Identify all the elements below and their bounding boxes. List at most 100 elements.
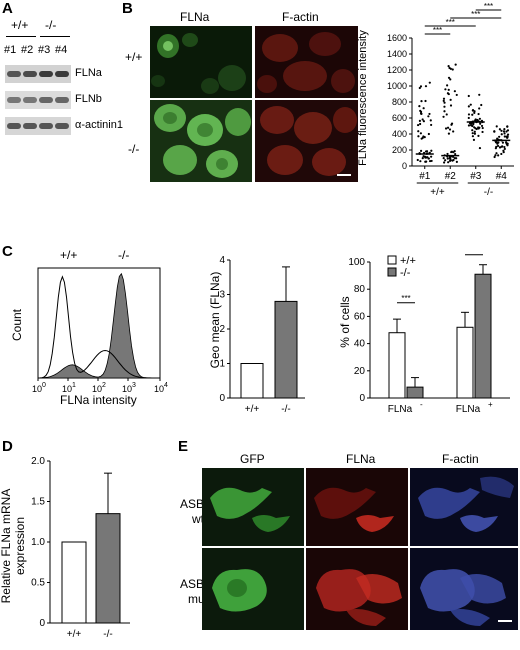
percent-ytick-label: 20 [354, 366, 366, 377]
blot-actinin [5, 117, 71, 135]
hist-xtick-label: 10 [32, 384, 42, 394]
e-row-label-wt-2: wt [192, 512, 204, 526]
scatter-ytick-label: 1200 [387, 65, 407, 75]
scatter-ytick-label: 1400 [387, 49, 407, 59]
scatter-point [422, 135, 425, 138]
scatter-point [477, 127, 480, 130]
hist-xtick-label: 10 [154, 384, 164, 394]
percent-ylabel: % of cells [338, 296, 352, 348]
percent-significance-label: *** [469, 250, 478, 255]
scatter-point [447, 76, 451, 79]
scatter-point [424, 99, 427, 103]
scatter-point [449, 104, 453, 107]
scatter-ytick-label: 400 [392, 129, 407, 139]
scatter-ytick-label: 1000 [387, 81, 407, 91]
scatter-point [503, 145, 506, 149]
scatter-point [474, 127, 477, 130]
mrna-bar-chart: 0 0.5 1.0 1.5 2.0 +/+ -/- [31, 456, 130, 640]
scatter-point [428, 112, 431, 116]
blot-flnb [5, 91, 71, 109]
panel-a-letter: A [2, 0, 13, 17]
scatter-ylabel: FLNa fluorescence intensity [357, 30, 369, 166]
scatter-point [473, 130, 476, 133]
geomean-category-label: -/- [281, 404, 290, 415]
scatter-point [442, 99, 445, 102]
mrna-bar [95, 513, 121, 624]
scatter-point [506, 125, 509, 128]
scatter-point [474, 118, 477, 122]
e-col-label-gfp: GFP [240, 452, 265, 466]
scatter-point [501, 141, 505, 144]
percent-legend-label: -/- [400, 267, 411, 279]
micrograph-factin-ko [255, 100, 358, 182]
scatter-point [503, 132, 506, 135]
scatter-point [476, 118, 479, 122]
percent-bar [388, 332, 406, 399]
percent-ytick-label: 40 [354, 339, 366, 350]
scatter-point [419, 85, 423, 88]
scatter-category-label: #3 [470, 171, 482, 182]
scatter-point [427, 132, 430, 136]
scatter-point [453, 149, 456, 153]
geomean-bar [240, 363, 264, 399]
scatter-point [442, 115, 445, 118]
scatter-significance-label: *** [433, 26, 442, 35]
scatter-point [420, 112, 423, 115]
scatter-point [467, 94, 470, 98]
scatter-point [444, 88, 447, 91]
scatter-point [471, 109, 474, 112]
hist-xtick-exponent: 1 [72, 382, 76, 389]
scatter-point [442, 97, 446, 100]
scatter-point [419, 149, 423, 152]
scatter-point [417, 135, 420, 138]
hist-xlabel: FLNa intensity [60, 393, 137, 407]
scatter-point [446, 157, 449, 160]
geomean-ytick-label: 0 [219, 393, 225, 404]
scatter-point [451, 68, 454, 71]
col-label-factin: F-actin [282, 10, 319, 24]
scatter-point [503, 147, 506, 151]
scatter-point [496, 142, 499, 145]
scatter-point [448, 155, 451, 159]
scatter-point [469, 103, 472, 106]
mrna-ytick-label: 0.5 [31, 578, 45, 589]
panel-c-letter: C [2, 243, 13, 260]
scatter-point [418, 119, 422, 122]
scatter-point [477, 134, 480, 138]
scatter-point [444, 127, 448, 130]
scatter-point [505, 130, 508, 133]
scatter-point [493, 155, 496, 159]
scatter-point [494, 154, 497, 157]
scatter-point [478, 107, 481, 110]
scatter-point [471, 135, 474, 138]
scatter-point [455, 160, 458, 163]
mrna-bar [61, 541, 87, 624]
percent-category-sup: + [488, 400, 493, 409]
scatter-point [467, 124, 471, 127]
scatter-point [425, 150, 429, 153]
scatter-point [443, 101, 446, 104]
mrna-ytick-label: 1.0 [31, 537, 45, 548]
flna-intensity-scatter: 0 200 400 600 800 1000 1200 1400 1600 #1 #2 #3 #4 +/+… [387, 2, 514, 198]
e-micro-gfp-wt [202, 468, 304, 546]
percent-significance-label: *** [401, 294, 410, 303]
scatter-point [503, 135, 506, 138]
lane-label-1: #1 [4, 44, 17, 56]
scatter-ytick-label: 200 [392, 145, 407, 155]
percent-legend-swatch [387, 267, 397, 277]
scatter-point [454, 152, 457, 156]
scatter-point [498, 146, 502, 149]
row-label-wt: +/+ [125, 50, 143, 64]
percent-bar [474, 273, 492, 399]
scatter-point [478, 146, 482, 150]
scatter-point [422, 107, 425, 110]
micrograph-flna-ko [150, 100, 252, 182]
e-micro-flna-wt [306, 468, 408, 546]
percent-bar [456, 326, 474, 399]
blot-label-flnb: FLNb [75, 93, 102, 105]
scatter-group-label-ko: -/- [484, 187, 493, 198]
geomean-ylabel: Geo mean (FLNa) [208, 271, 222, 369]
scatter-point [467, 105, 470, 108]
scatter-point [430, 123, 433, 127]
hist-xtick-exponent: 3 [132, 382, 136, 389]
